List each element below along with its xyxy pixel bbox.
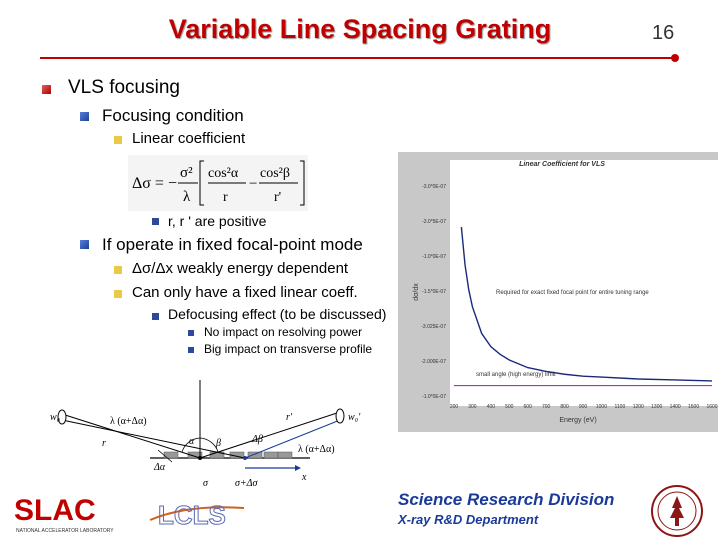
chart-series-linear-coefficient bbox=[460, 226, 713, 382]
bullet-r-positive: r, r ' are positive bbox=[168, 213, 267, 229]
chart-x-tick-label: 800 bbox=[560, 404, 569, 410]
bullet-defocusing: Defocusing effect (to be discussed) bbox=[168, 306, 387, 322]
slac-logo-text: SLAC bbox=[14, 494, 96, 527]
bullet-big-impact: Big impact on transverse profile bbox=[204, 342, 373, 356]
slide-title: Variable Line Spacing Grating bbox=[168, 14, 552, 44]
bullet-l4b-icon bbox=[152, 313, 159, 320]
label-w0: w₀ bbox=[50, 412, 61, 423]
chart-y-tick-label: -1.0*0E-07 bbox=[422, 394, 446, 400]
bullet-l5b-icon bbox=[188, 347, 194, 353]
label-sigma: σ bbox=[203, 478, 209, 489]
bullet-focusing-condition: Focusing condition bbox=[102, 106, 244, 125]
slac-logo: SLAC NATIONAL ACCELERATOR LABORATORY bbox=[14, 490, 124, 536]
x-axis-arrowhead-icon bbox=[295, 465, 301, 471]
eq-t2d: r' bbox=[274, 190, 281, 205]
chart-y-tick-label: -2.000E-07 bbox=[421, 359, 446, 365]
chart-x-tick-label: 1500 bbox=[688, 404, 699, 410]
chart-title: Linear Coefficient for VLS bbox=[519, 161, 605, 168]
xray-rd-department: X-ray R&D Department bbox=[398, 512, 539, 527]
bullet-fixed-focal-point: If operate in fixed focal-point mode bbox=[102, 235, 363, 254]
slac-logo-subtext: NATIONAL ACCELERATOR LABORATORY bbox=[16, 528, 114, 534]
eq-t1d: r bbox=[223, 190, 228, 205]
title-rule-dot bbox=[671, 54, 679, 62]
point-sigma2 bbox=[243, 456, 247, 460]
chart-x-tick-label: 1100 bbox=[614, 404, 625, 410]
bullet-vls-focusing: VLS focusing bbox=[68, 77, 180, 98]
incident-ray bbox=[61, 413, 201, 459]
bullet-linear-coefficient: Linear coefficient bbox=[132, 130, 246, 147]
chart-y-tick-label: -3.0*0E-07 bbox=[422, 184, 446, 190]
eq-t1n: cos²α bbox=[208, 166, 239, 181]
chart-x-tick-label: 700 bbox=[542, 404, 551, 410]
chart-x-tick-label: 600 bbox=[524, 404, 533, 410]
label-sigma2: σ+Δσ bbox=[235, 478, 259, 489]
bullet-weakly-dependent: Δσ/Δx weakly energy dependent bbox=[132, 260, 349, 277]
chart-y-tick-label: -3.025E-07 bbox=[421, 324, 446, 330]
chart-x-tick-label: 200 bbox=[450, 404, 459, 410]
diffracted-ray bbox=[199, 411, 341, 459]
bullet-fixed-linear-coeff: Can only have a fixed linear coeff. bbox=[132, 284, 358, 301]
label-lam2: λ (α+Δα) bbox=[298, 444, 335, 455]
label-lam1: λ (α+Δα) bbox=[110, 416, 147, 427]
bullet-no-impact: No impact on resolving power bbox=[204, 325, 363, 339]
eq-lambda: λ bbox=[183, 189, 191, 205]
label-r: r bbox=[102, 438, 106, 449]
chart-x-tick-label: 1300 bbox=[651, 404, 662, 410]
chart-x-tick-label: 500 bbox=[505, 404, 514, 410]
image-w0p-icon bbox=[335, 408, 345, 424]
title-rule bbox=[40, 57, 674, 59]
label-dbeta: Δβ bbox=[251, 434, 263, 445]
label-x: x bbox=[301, 472, 307, 483]
slide-number: 16 bbox=[652, 22, 675, 44]
chart-y-tick-label: -1.5*0E-07 bbox=[422, 289, 446, 295]
grating-grooves bbox=[163, 451, 293, 459]
chart-plot-area bbox=[450, 160, 718, 406]
vls-chart: Linear Coefficient for VLS -3.0*0E-07 -3.… bbox=[398, 152, 718, 432]
chart-ylabel: dσ/dx bbox=[413, 283, 420, 301]
eq-sigma2: σ² bbox=[180, 165, 193, 181]
bullet-l2a-icon bbox=[80, 112, 89, 121]
label-dalpha: Δα bbox=[153, 462, 166, 473]
chart-x-tick-label: 1200 bbox=[633, 404, 644, 410]
lcls-logo-text: LCLS bbox=[158, 500, 226, 530]
chart-x-tick-label: 300 bbox=[468, 404, 477, 410]
label-w0p: w₀' bbox=[348, 412, 361, 423]
eq-minus: − bbox=[249, 176, 257, 192]
chart-x-tick-label: 400 bbox=[487, 404, 496, 410]
point-sigma bbox=[198, 456, 202, 460]
chart-y-tick-label: -1.0*0E-07 bbox=[422, 254, 446, 260]
chart-x-tick-label: 1400 bbox=[670, 404, 681, 410]
bullet-l5a-icon bbox=[188, 330, 194, 336]
chart-x-tick-label: 1000 bbox=[596, 404, 607, 410]
chart-annotation-small-angle: small angle (high energy) limit bbox=[476, 372, 556, 378]
chart-xlabel: Energy (eV) bbox=[559, 417, 596, 424]
bullet-l2b-icon bbox=[80, 240, 89, 249]
chart-y-tick-label: -3.0*5E-07 bbox=[422, 219, 446, 225]
bullet-l3c-icon bbox=[114, 290, 122, 298]
source-w0-icon bbox=[57, 409, 67, 425]
label-alpha: α bbox=[189, 436, 195, 447]
bullet-l4a-icon bbox=[152, 218, 159, 225]
grating-diagram: w₀ w₀' λ (α+Δα) λ (α+Δα) r r' α β Δβ Δα … bbox=[40, 380, 400, 490]
label-beta: β bbox=[215, 438, 221, 449]
bullet-l3b-icon bbox=[114, 266, 122, 274]
stanford-seal-icon bbox=[650, 484, 704, 538]
chart-x-tick-label: 1600 bbox=[706, 404, 717, 410]
incident-ray-2 bbox=[61, 419, 246, 459]
lcls-logo: LCLS bbox=[148, 494, 248, 531]
bullet-l3a-icon bbox=[114, 136, 122, 144]
label-rp: r' bbox=[286, 412, 293, 423]
science-research-division: Science Research Division bbox=[398, 490, 615, 509]
bullet-l1-icon bbox=[42, 85, 51, 94]
focusing-equation: Δσ = − σ² λ cos²α r − cos²β r' bbox=[128, 155, 308, 211]
chart-annotation-required: Required for exact fixed focal point for… bbox=[496, 290, 649, 296]
eq-t2n: cos²β bbox=[260, 166, 290, 181]
chart-x-tick-label: 900 bbox=[579, 404, 588, 410]
eq-lhs: Δσ = − bbox=[132, 175, 177, 192]
diffracted-ray-2 bbox=[244, 419, 341, 459]
